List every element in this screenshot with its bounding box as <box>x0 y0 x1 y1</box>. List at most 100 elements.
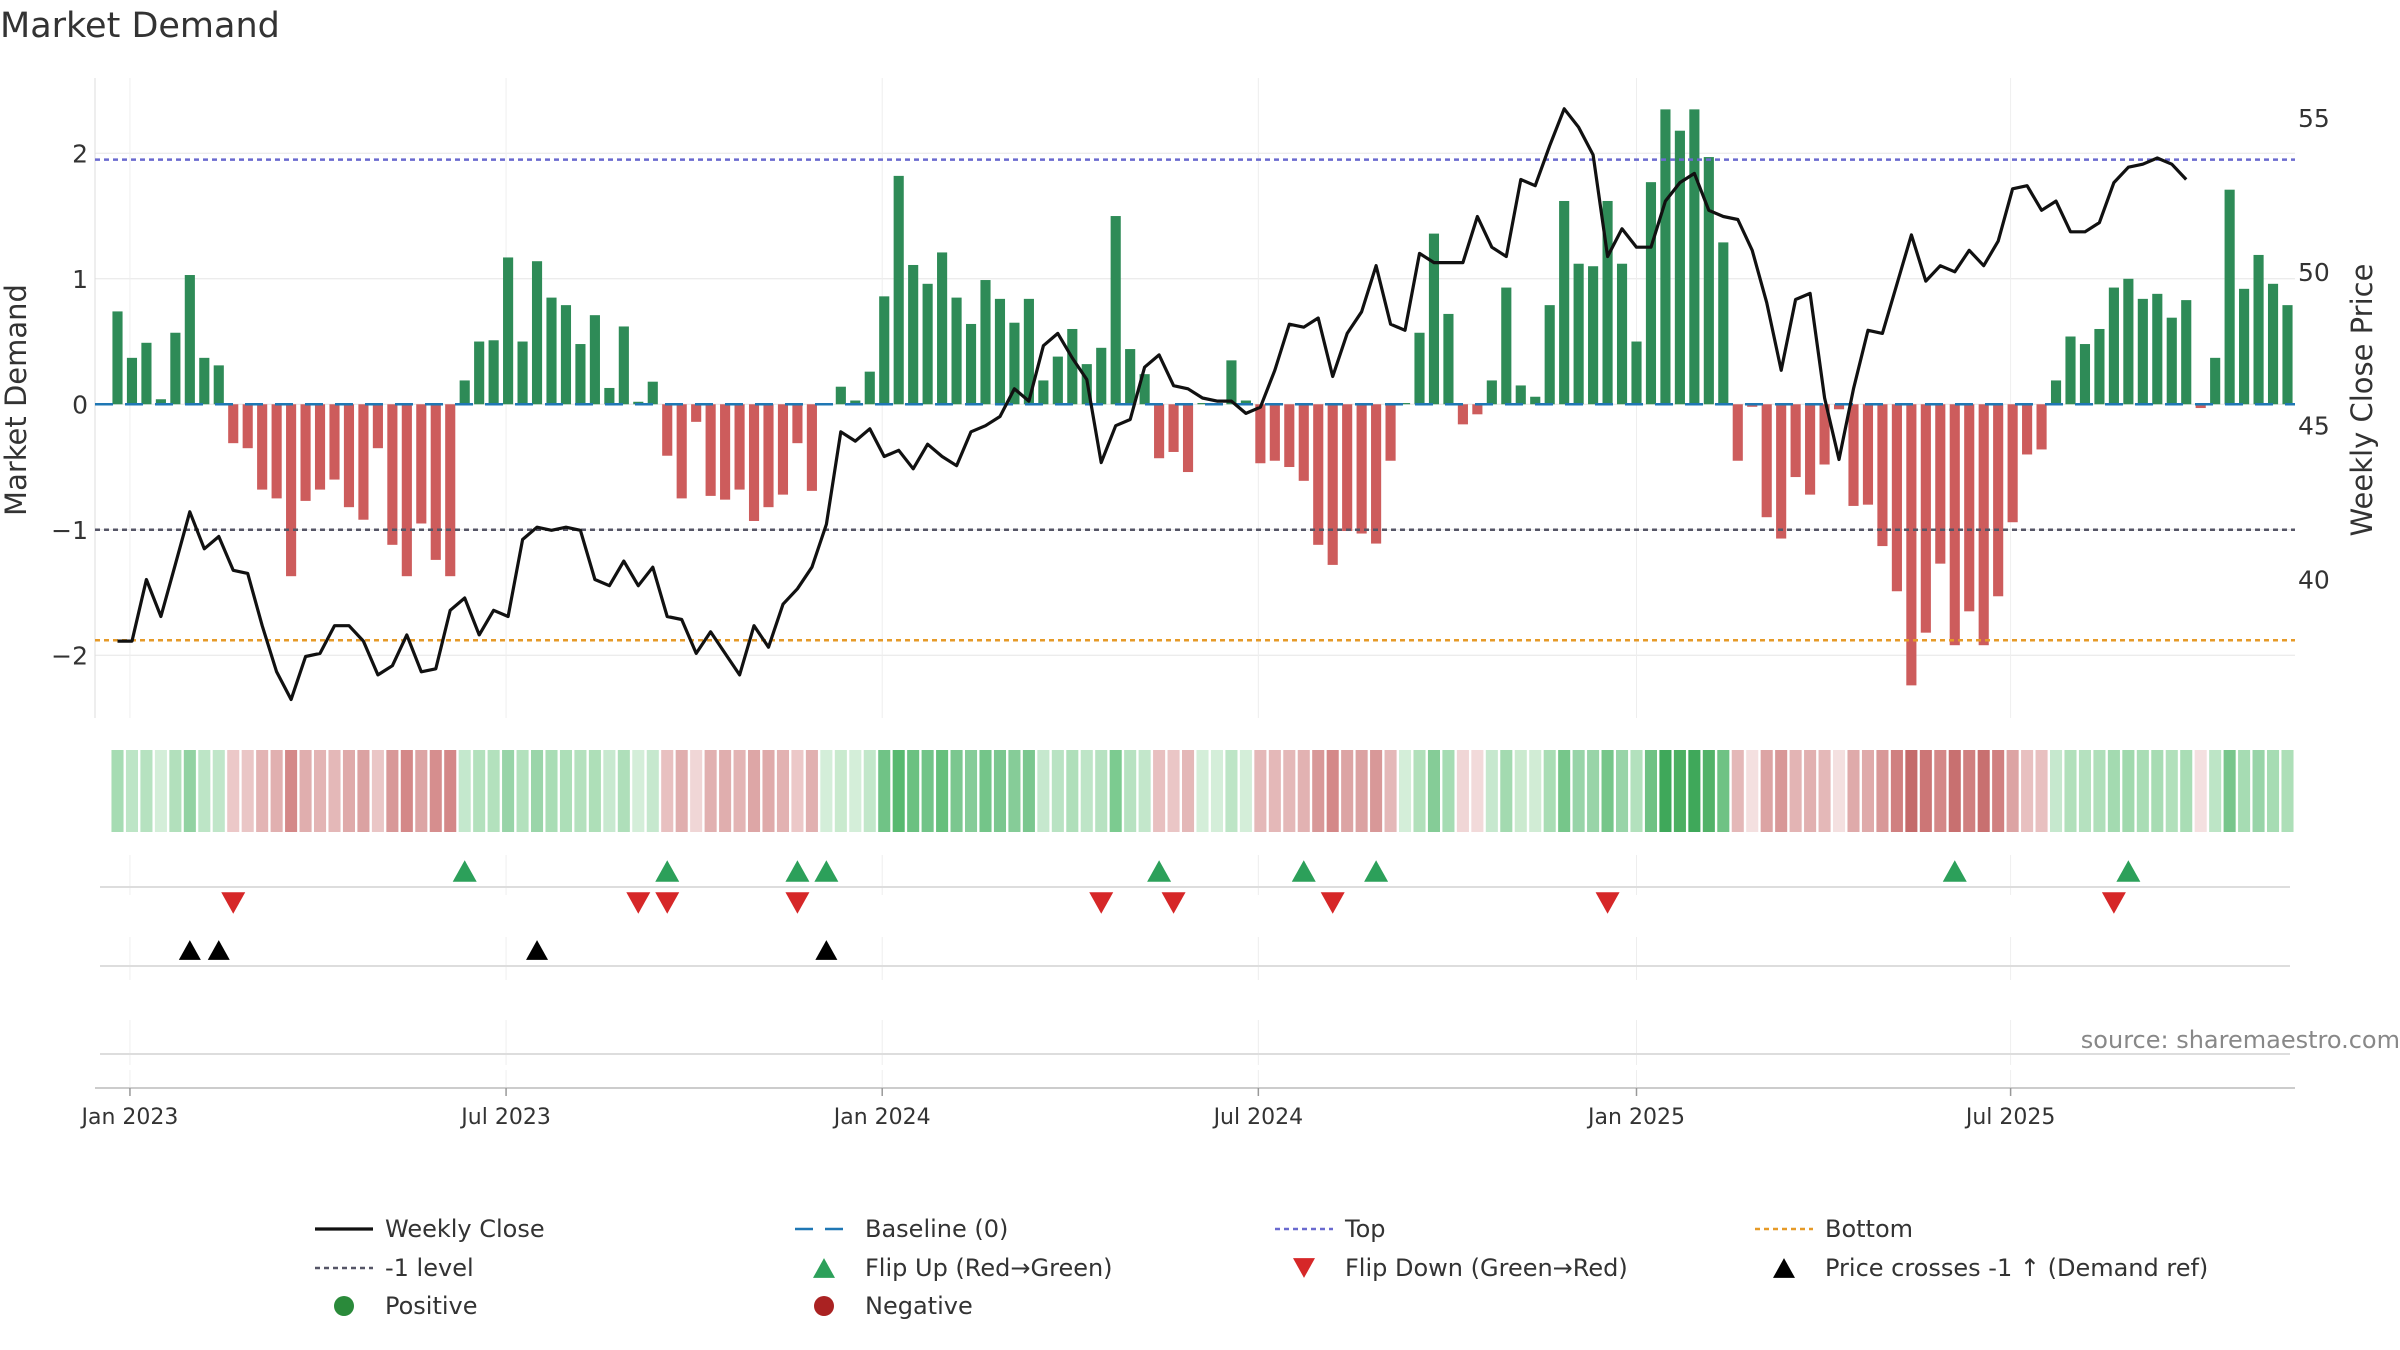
heatmap-cell <box>574 750 587 832</box>
heatmap-cell <box>1370 750 1383 832</box>
heatmap-cell <box>1095 750 1108 832</box>
flip-up-marker <box>1364 860 1389 882</box>
demand-bar <box>1964 404 1975 612</box>
demand-bar <box>126 357 138 405</box>
demand-bar <box>994 298 1006 405</box>
heatmap-cell <box>2122 750 2135 832</box>
right-tick-label: 40 <box>2298 566 2330 595</box>
x-tick-label: Jan 2025 <box>1586 1105 1685 1130</box>
demand-bar <box>1501 287 1512 405</box>
demand-bar <box>676 404 687 499</box>
legend-label: Baseline (0) <box>865 1215 1008 1243</box>
heatmap-cell <box>2151 750 2164 832</box>
demand-bar <box>922 283 933 405</box>
demand-bar <box>1891 404 1902 592</box>
left-tick-label: 1 <box>72 265 88 294</box>
right-axis: 40 45 50 55 <box>2298 104 2330 595</box>
demand-bar <box>1197 403 1208 405</box>
demand-bar <box>2065 336 2076 405</box>
demand-bar <box>2195 404 2206 409</box>
demand-heatmap-strip <box>111 750 2294 832</box>
heatmap-cell <box>386 750 399 832</box>
heatmap-cell <box>502 750 515 832</box>
demand-bar <box>2137 298 2148 405</box>
demand-bar <box>184 275 195 405</box>
heatmap-cell <box>1297 750 1310 832</box>
demand-bar <box>647 381 658 405</box>
demand-bar <box>1616 263 1628 405</box>
demand-bar <box>633 401 644 405</box>
heatmap-cell <box>820 750 833 832</box>
heatmap-cell <box>762 750 775 832</box>
demand-bar <box>1298 404 1309 481</box>
demand-bar <box>1588 266 1599 405</box>
demand-bar <box>1023 298 1034 405</box>
demand-bar <box>980 280 991 405</box>
demand-bar <box>618 326 629 405</box>
legend-circle-swatch <box>334 1296 354 1316</box>
demand-bar <box>141 342 152 405</box>
demand-bar <box>1428 233 1440 405</box>
heatmap-cell <box>2078 750 2091 832</box>
demand-bar <box>835 386 846 405</box>
right-tick-label: 50 <box>2298 258 2330 287</box>
demand-bar <box>1747 404 1758 407</box>
demand-bar <box>1573 263 1584 405</box>
demand-bar <box>1631 341 1642 405</box>
left-axis: −2 −1 0 1 2 <box>51 139 88 670</box>
demand-bar <box>1096 347 1107 405</box>
flip-up-marker <box>1291 860 1316 882</box>
demand-bar <box>199 357 210 405</box>
demand-bar <box>1443 313 1454 405</box>
heatmap-cell <box>1876 750 1889 832</box>
heatmap-cell <box>545 750 558 832</box>
demand-bar <box>1862 404 1874 505</box>
demand-bar <box>763 404 774 508</box>
heatmap-cell <box>2021 750 2034 832</box>
demand-bar <box>459 380 470 405</box>
demand-bar <box>1805 404 1816 495</box>
legend-label: Bottom <box>1825 1215 1913 1243</box>
demand-bar <box>1327 404 1338 565</box>
heatmap-cell <box>2093 750 2106 832</box>
demand-bar <box>806 404 817 491</box>
heatmap-cell <box>2238 750 2251 832</box>
heatmap-cell <box>849 750 862 832</box>
heatmap-cell <box>1789 750 1802 832</box>
demand-bar <box>213 365 224 405</box>
demand-bar <box>1544 305 1555 405</box>
demand-bar <box>517 341 528 405</box>
demand-bar <box>372 404 383 449</box>
demand-bar <box>314 404 326 490</box>
demand-bar <box>488 340 499 405</box>
heatmap-cell <box>1399 750 1412 832</box>
heatmap-cell <box>1717 750 1730 832</box>
demand-bar <box>589 315 600 405</box>
heatmap-cell <box>1775 750 1788 832</box>
legend-triangle-up-swatch <box>1773 1258 1795 1278</box>
heatmap-cell <box>299 750 312 832</box>
heatmap-cell <box>1833 750 1846 832</box>
flip-markers <box>100 860 2290 914</box>
demand-bar <box>329 404 340 480</box>
demand-bar <box>1371 404 1382 544</box>
demand-bar <box>2282 305 2293 405</box>
x-tick-label: Jan 2023 <box>79 1105 178 1130</box>
price-cross-marker <box>178 940 201 960</box>
demand-bar <box>343 404 355 508</box>
demand-bar <box>1255 404 1266 464</box>
demand-bar <box>242 404 253 449</box>
heatmap-cell <box>1485 750 1498 832</box>
demand-bar <box>1269 404 1280 461</box>
heatmap-cell <box>892 750 905 832</box>
demand-bar <box>2224 189 2235 405</box>
price-cross-marker <box>207 940 230 960</box>
demand-bar <box>1457 404 1468 425</box>
demand-bar <box>387 404 398 545</box>
heatmap-cell <box>603 750 616 832</box>
legend-label: -1 level <box>385 1254 474 1282</box>
legend-label: Negative <box>865 1292 973 1320</box>
heatmap-cell <box>1254 750 1267 832</box>
